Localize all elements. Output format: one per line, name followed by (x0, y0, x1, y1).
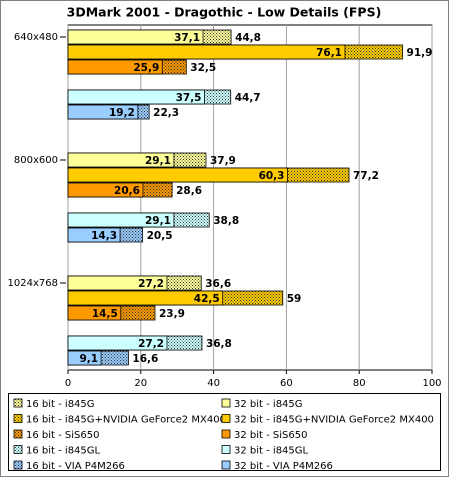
data-label: 20,6 (114, 185, 140, 197)
y-tick-label: 800x600 (14, 155, 58, 166)
legend-swatch (221, 460, 231, 470)
y-tick-label: 1024x768 (8, 278, 58, 289)
y-tick-label: 640x480 (14, 32, 58, 43)
data-label: 23,9 (159, 308, 185, 320)
legend-swatch (221, 414, 231, 423)
bar (67, 212, 175, 228)
data-label: 59 (287, 293, 302, 305)
legend-swatch (221, 398, 231, 408)
legend-label: 32 bit - SiS650 (234, 430, 307, 441)
data-label: 25,9 (133, 62, 159, 74)
data-label: 77,2 (353, 170, 379, 182)
legend-label: 16 bit - SiS650 (26, 430, 99, 441)
legend-label: 32 bit - i845GL (234, 446, 309, 457)
bar (67, 44, 346, 60)
legend-swatch (221, 445, 231, 454)
bar (67, 182, 144, 198)
legend-swatch (13, 460, 23, 470)
bar (67, 89, 205, 105)
legend-label: 32 bit - i845G (234, 399, 303, 410)
data-label: 9,1 (80, 353, 99, 365)
data-label: 29,1 (145, 215, 171, 227)
data-label: 44,8 (235, 32, 261, 44)
data-label: 20,5 (147, 230, 173, 242)
bar (67, 290, 224, 306)
bar (67, 104, 139, 120)
data-label: 14,3 (91, 230, 117, 242)
x-tick-label: 20 (134, 378, 147, 389)
legend-swatch (13, 414, 23, 423)
data-label: 91,9 (407, 47, 433, 59)
legend-label: 16 bit - VIA P4M266 (26, 461, 125, 472)
data-label: 27,2 (138, 278, 164, 290)
data-label: 22,3 (153, 107, 179, 119)
data-label: 37,1 (174, 32, 200, 44)
legend-label: 32 bit - i845G+NVIDIA GeForce2 MX400 (234, 415, 434, 426)
x-tick-label: 100 (422, 378, 441, 389)
legend-label: 16 bit - i845G+NVIDIA GeForce2 MX400 (26, 415, 226, 426)
bar (67, 275, 168, 291)
bar (67, 29, 204, 45)
data-label: 76,1 (316, 47, 342, 59)
bar (67, 335, 168, 351)
data-label: 37,9 (210, 155, 236, 167)
bar (67, 59, 163, 75)
data-label: 37,5 (176, 92, 202, 104)
bar (67, 167, 288, 183)
legend-swatch (221, 429, 231, 439)
x-tick-label: 0 (65, 378, 71, 389)
bar (67, 305, 122, 321)
data-label: 27,2 (138, 338, 164, 350)
legend-label: 32 bit - VIA P4M266 (234, 461, 333, 472)
data-label: 32,5 (190, 62, 216, 74)
x-tick-label: 60 (280, 378, 293, 389)
bar (67, 350, 102, 366)
x-tick-label: 40 (207, 378, 220, 389)
data-label: 16,6 (132, 353, 158, 365)
legend-label: 16 bit - i845GL (26, 446, 101, 457)
data-label: 38,8 (213, 215, 239, 227)
data-label: 44,7 (235, 92, 261, 104)
data-label: 29,1 (145, 155, 171, 167)
data-label: 36,6 (205, 278, 231, 290)
legend-swatch (13, 429, 23, 439)
data-label: 60,3 (259, 170, 285, 182)
legend-label: 16 bit - i845G (26, 399, 95, 410)
bar (67, 227, 121, 243)
legend-swatch (13, 445, 23, 454)
legend-swatch (13, 398, 23, 408)
x-tick-label: 80 (353, 378, 366, 389)
data-label: 14,5 (92, 308, 118, 320)
bar (67, 152, 175, 168)
chart-title: 3DMark 2001 - Dragothic - Low Details (F… (67, 5, 382, 20)
data-label: 19,2 (109, 107, 135, 119)
data-label: 36,8 (206, 338, 232, 350)
data-label: 28,6 (176, 185, 202, 197)
data-label: 42,5 (194, 293, 220, 305)
